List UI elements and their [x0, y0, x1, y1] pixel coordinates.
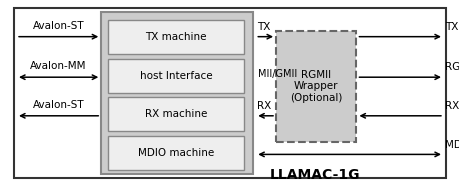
Text: MII/GMII: MII/GMII	[257, 69, 296, 79]
Text: LLAMAC-1G: LLAMAC-1G	[269, 168, 359, 182]
Text: Avalon-ST: Avalon-ST	[33, 100, 84, 110]
Text: Avalon-ST: Avalon-ST	[33, 21, 84, 31]
Text: RGMII
Wrapper
(Optional): RGMII Wrapper (Optional)	[290, 70, 341, 103]
Text: RX machine: RX machine	[145, 109, 207, 119]
Bar	[101, 12, 252, 174]
Bar	[108, 97, 243, 131]
Bar	[108, 20, 243, 54]
Bar	[108, 136, 243, 170]
Text: RX: RX	[256, 101, 270, 111]
Text: Avalon-MM: Avalon-MM	[30, 61, 87, 71]
Bar	[275, 31, 356, 142]
Text: TX: TX	[444, 22, 458, 32]
Text: host Interface: host Interface	[140, 71, 212, 81]
Text: MDIO machine: MDIO machine	[138, 148, 213, 158]
Text: RX: RX	[444, 101, 459, 111]
Bar	[108, 59, 243, 93]
Text: RGMII: RGMII	[444, 62, 459, 72]
Text: TX machine: TX machine	[145, 32, 206, 42]
Text: TX: TX	[256, 22, 269, 32]
Text: MDIO: MDIO	[444, 140, 459, 150]
Bar	[14, 8, 445, 178]
